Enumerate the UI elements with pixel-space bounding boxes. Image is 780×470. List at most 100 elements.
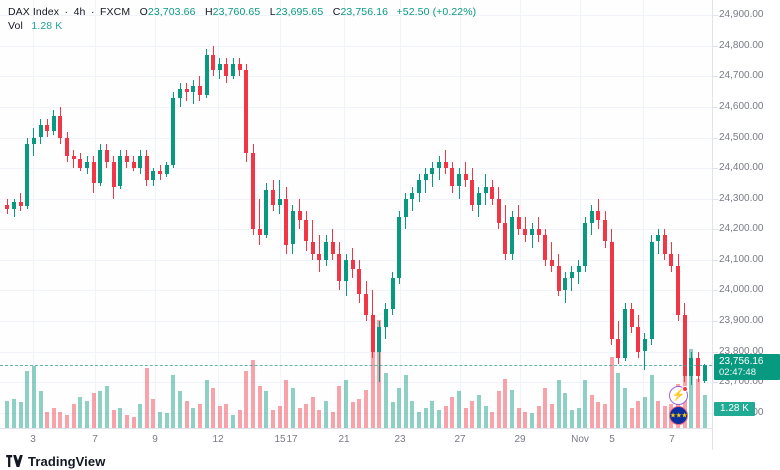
current-price-line: [0, 365, 712, 366]
price-tick-label: 24,800.00: [719, 39, 764, 51]
candle-body: [556, 266, 561, 291]
candle-body: [403, 198, 408, 217]
volume-bar: [563, 393, 568, 428]
volume-bar: [603, 404, 608, 428]
eu-flag-icon[interactable]: ★★★: [669, 406, 688, 425]
candle-body: [231, 64, 236, 77]
tradingview-logo[interactable]: TradingView: [6, 452, 105, 470]
candle-body: [151, 171, 156, 181]
candle-body: [410, 192, 415, 199]
candle-body: [71, 155, 76, 159]
candle-wick: [192, 79, 194, 104]
grid-line-horizontal: [0, 382, 712, 384]
candle-body: [184, 88, 189, 92]
volume-bar: [456, 391, 461, 428]
candle-body: [563, 278, 568, 291]
price-tick-label: 24,100.00: [719, 253, 764, 265]
grid-line-horizontal: [0, 351, 712, 353]
volume-bar: [251, 360, 256, 428]
grid-line-vertical: [400, 0, 401, 428]
bar-countdown: 02:47:48: [719, 367, 756, 378]
candle-body: [104, 149, 109, 162]
grid-line-horizontal: [0, 198, 712, 200]
volume-bar: [71, 404, 76, 428]
volume-bar: [304, 404, 309, 428]
candle-body: [377, 327, 382, 352]
price-tick-label: 24,700.00: [719, 70, 764, 82]
volume-bar: [38, 391, 43, 428]
volume-bar: [636, 400, 641, 428]
volume-bar: [217, 406, 222, 428]
price-tick-dash: [713, 198, 718, 200]
candle-body: [603, 220, 608, 242]
candle-body: [463, 174, 468, 181]
candle-body: [270, 189, 275, 205]
grid-line-vertical: [520, 0, 521, 428]
price-tick-label: 23,700.00: [719, 376, 764, 388]
candle-body: [689, 357, 694, 376]
candle-body: [330, 241, 335, 254]
volume-bar: [649, 374, 654, 428]
current-price-value: 23,756.16: [719, 356, 764, 367]
candle-body: [370, 314, 375, 352]
candle-body: [510, 217, 515, 254]
candle-body: [144, 155, 149, 181]
volume-bar: [270, 409, 275, 428]
time-tick-label: 27: [454, 434, 466, 445]
time-tick-label: 3: [30, 434, 36, 445]
candle-body: [91, 162, 96, 184]
candle-body: [164, 165, 169, 175]
volume-bar: [177, 391, 182, 428]
volume-bar: [450, 396, 455, 428]
volume-bar: [284, 380, 289, 428]
price-tick-label: 23,900.00: [719, 315, 764, 326]
current-price-badge[interactable]: 23,756.16 02:47:48: [714, 354, 780, 380]
candle-wick: [578, 259, 579, 285]
chart-plot-area[interactable]: [0, 0, 712, 428]
volume-bar: [257, 385, 262, 428]
candle-body: [344, 259, 349, 282]
candle-body: [589, 210, 594, 224]
grid-line-horizontal: [0, 137, 712, 139]
alert-icon[interactable]: ⚡: [669, 386, 688, 405]
volume-bar: [496, 391, 501, 428]
volume-bar: [543, 387, 548, 428]
candle-body: [629, 308, 634, 328]
price-tick-label: 24,000.00: [719, 284, 764, 296]
price-tick-dash: [713, 15, 718, 17]
volume-bar: [138, 404, 143, 428]
volume-badge[interactable]: 1.28 K: [714, 402, 755, 416]
volume-bar: [662, 406, 667, 428]
volume-bar: [589, 395, 594, 428]
time-tick-label: 12: [212, 434, 224, 445]
volume-bar: [410, 400, 415, 428]
volume-bar: [549, 404, 554, 428]
candle-body: [65, 137, 70, 156]
volume-bar: [363, 389, 368, 428]
candle-body: [476, 192, 481, 205]
volume-bar: [476, 395, 481, 428]
price-axis[interactable]: 24,900.00 24,800.00 24,700.00 24,600.00 24,5…: [712, 0, 780, 450]
volume-bar: [689, 349, 694, 428]
candle-wick: [438, 155, 440, 181]
volume-bar: [596, 402, 601, 428]
time-axis[interactable]: 3 7 9 12 15 17 21 23 27 29 Nov 5 7: [0, 428, 712, 450]
candle-body: [224, 64, 229, 77]
candle-body: [397, 217, 402, 279]
candle-body: [111, 162, 116, 187]
volume-bar: [417, 411, 422, 428]
candle-body: [310, 241, 315, 254]
volume-bar: [483, 406, 488, 428]
candle-body: [443, 162, 448, 169]
volume-bar: [523, 411, 528, 428]
price-tick-label: 24,400.00: [719, 162, 764, 174]
alert-notification-dot: [682, 386, 688, 392]
volume-bar: [204, 380, 209, 428]
candle-body: [636, 327, 641, 352]
price-tick-dash: [713, 321, 718, 322]
price-tick-label: 24,500.00: [719, 131, 764, 143]
candle-body: [490, 186, 495, 199]
volume-series: [5, 320, 707, 428]
candle-body: [78, 159, 83, 169]
